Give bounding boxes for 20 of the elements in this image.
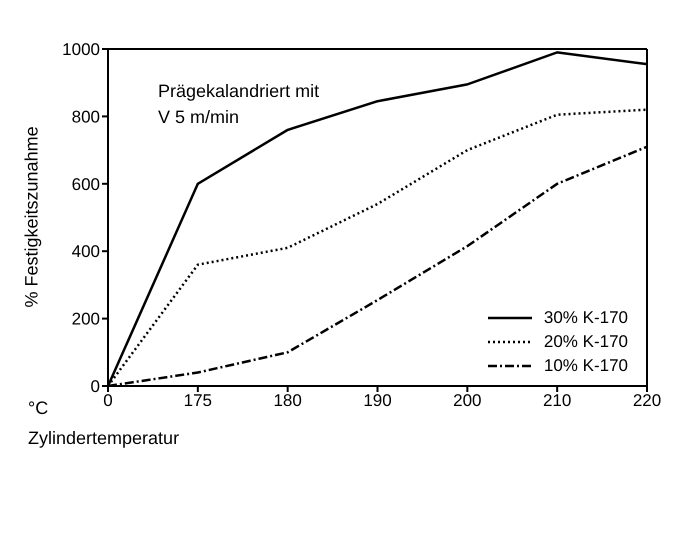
x-tick-label: 175 — [184, 391, 212, 410]
y-tick-label: 0 — [90, 377, 100, 396]
x-tick-label: 220 — [632, 391, 662, 410]
legend-label: 20% K-170 — [544, 331, 628, 353]
y-tick-label: 200 — [72, 310, 100, 329]
text: °C — [28, 398, 48, 419]
x-tick-label: 190 — [363, 391, 392, 410]
x-axis-title: Zylindertemperatur — [28, 428, 180, 449]
y-tick-label: 1000 — [62, 40, 100, 60]
x-tick-label: 0 — [103, 391, 113, 410]
legend-label: 30% K-170 — [544, 307, 628, 329]
annotation: Prägekalandriert mit V 5 m/min — [158, 80, 320, 129]
legend-label: 10% K-170 — [544, 355, 628, 377]
x-tick-label: 210 — [542, 391, 572, 410]
y-tick-label: 600 — [72, 174, 100, 194]
x-tick-label: 200 — [453, 391, 482, 410]
y-axis-title: % Festigkeitszunahme — [21, 126, 42, 308]
x-tick-label: 180 — [273, 391, 302, 410]
y-tick-label: 800 — [72, 107, 100, 126]
y-tick-label: 400 — [72, 242, 100, 262]
